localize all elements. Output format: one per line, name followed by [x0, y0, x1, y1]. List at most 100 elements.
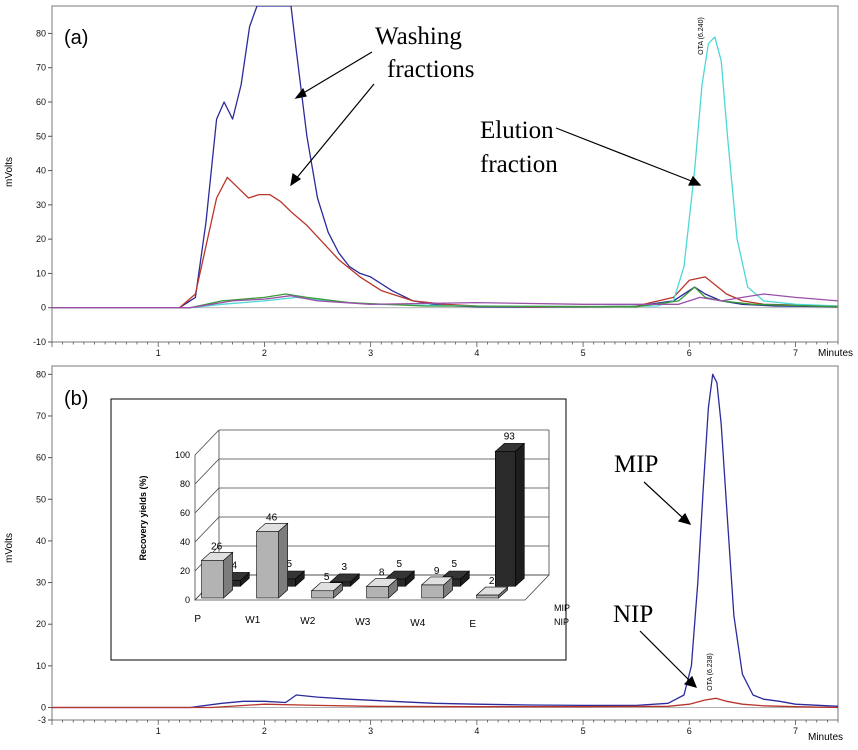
panel-a-traces	[52, 6, 838, 309]
a-ytick-label-2: 10	[36, 268, 46, 278]
annotation-mip: MIP	[614, 451, 658, 478]
a-xtick-label-4: 5	[581, 348, 586, 358]
b-ytick-label-9: 80	[36, 369, 46, 379]
inset-bars: 4 5 3 5 5 93 26 P 46 W1 5 W2 8 W3 9 W4 2 E	[194, 431, 526, 630]
a-ytick-label-0: -10	[33, 337, 46, 347]
b-series-0	[52, 373, 838, 709]
inset-walls: 0 20 40 60 80 100	[175, 429, 550, 605]
inset-bar-nip-2	[310, 582, 344, 599]
arrow-washing-red	[294, 83, 375, 181]
a-ytick-label-6: 50	[36, 131, 46, 141]
panel-a-xlabel: Minutes	[818, 348, 853, 359]
a-ytick-label-7: 60	[36, 97, 46, 107]
arrow-elution	[555, 127, 695, 183]
a-ytick-label-3: 20	[36, 234, 46, 244]
inset-bar-mip-5	[494, 442, 526, 587]
b-ytick-label-5: 40	[36, 536, 46, 546]
inset-grid-side-4	[194, 458, 220, 485]
inset-value-nip-3: 8	[379, 567, 385, 578]
inset-grid-side-2	[194, 516, 220, 543]
arrow-washing-blue	[299, 51, 373, 96]
inset-value-mip-5: 93	[504, 431, 516, 442]
inset-value-nip-1: 46	[266, 512, 278, 523]
panel-b-peak-label: OTA (6.238)	[707, 653, 714, 691]
inset-legend-mip: MIP	[554, 603, 570, 613]
inset-legend-nip: NIP	[554, 617, 569, 627]
a-xtick-label-2: 3	[368, 348, 373, 358]
b-series-1	[52, 697, 838, 709]
inset-bar-nip-5	[475, 586, 509, 599]
inset-grid-side-5	[194, 429, 220, 456]
inset-bar-chart: 0 20 40 60 80 100 4 5 3 5 5 93 26 P 46 W1 5 W2 8 W3 9 W4 2 E R…	[110, 398, 570, 661]
inset-ylabel: Recovery yields (%)	[138, 475, 148, 560]
a-series-0	[52, 6, 838, 309]
b-xtick-label-0: 1	[156, 726, 161, 736]
a-series-4	[52, 293, 838, 309]
inset-value-mip-0: 4	[232, 560, 238, 571]
inset-ytick-label-1: 20	[180, 566, 190, 576]
a-xtick-label-1: 2	[262, 348, 267, 358]
inset-bar-nip-4	[420, 576, 454, 599]
inset-category-5: E	[469, 619, 476, 630]
inset-ytick-label-2: 40	[180, 537, 190, 547]
panel-a-ylabel: mVolts	[4, 157, 15, 187]
b-xtick-label-6: 7	[793, 726, 798, 736]
a-ytick-label-4: 30	[36, 200, 46, 210]
inset-value-nip-4: 9	[434, 566, 440, 577]
inset-value-mip-3: 5	[397, 559, 403, 570]
arrowhead-washing-blue	[294, 87, 307, 99]
arrowhead-nip	[683, 675, 698, 688]
b-ytick-label-4: 30	[36, 578, 46, 588]
panel-a-arrows	[290, 51, 702, 187]
inset-value-mip-4: 5	[452, 559, 458, 570]
b-xtick-label-4: 5	[581, 726, 586, 736]
inset-ytick-label-4: 80	[180, 479, 190, 489]
annotation-fraction: fraction	[480, 151, 558, 178]
inset-value-nip-0: 26	[211, 541, 223, 552]
panel-b-xlabel: Minutes	[808, 732, 843, 743]
panel-a-label: (a)	[64, 27, 88, 49]
inset-ytick-label-3: 60	[180, 508, 190, 518]
b-xtick-label-2: 3	[368, 726, 373, 736]
inset-category-2: W2	[300, 616, 315, 627]
b-ytick-label-7: 60	[36, 453, 46, 463]
arrowhead-washing-red	[290, 172, 302, 187]
a-ytick-label-9: 80	[36, 28, 46, 38]
b-ytick-label-2: 10	[36, 661, 46, 671]
arrowhead-elution	[688, 175, 702, 186]
inset-grid-side-3	[194, 487, 220, 514]
inset-value-mip-2: 3	[342, 562, 348, 573]
panel-b-traces	[52, 373, 838, 709]
panel-a-peak-label: OTA (6.240)	[698, 17, 705, 55]
a-xtick-label-6: 7	[793, 348, 798, 358]
b-ytick-label-6: 50	[36, 494, 46, 504]
panel-b-label: (b)	[64, 388, 88, 410]
arrow-mip	[643, 481, 685, 520]
panel-b-ylabel: mVolts	[4, 533, 15, 563]
panel-a: -10 0 10 20 30 40 50 60 70 80 1 2 3 4 5 6 7 (a) mVolts M…	[4, 5, 853, 359]
arrowhead-mip	[677, 512, 692, 525]
inset-category-4: W4	[410, 618, 425, 629]
b-xtick-label-1: 2	[262, 726, 267, 736]
annotation-fractions: fractions	[387, 56, 474, 83]
a-ytick-label-1: 0	[41, 303, 46, 313]
inset-category-1: W1	[245, 615, 260, 626]
a-ytick-label-5: 40	[36, 166, 46, 176]
b-ytick-label-8: 70	[36, 411, 46, 421]
panel-a-axes: -10 0 10 20 30 40 50 60 70 80 1 2 3 4 5 6 7	[33, 28, 839, 358]
inset-bar-nip-1	[255, 522, 289, 599]
a-series-1	[52, 176, 838, 309]
a-xtick-label-0: 1	[156, 348, 161, 358]
a-ytick-label-8: 70	[36, 63, 46, 73]
inset-category-0: P	[194, 614, 201, 625]
inset-value-nip-5: 2	[489, 576, 495, 587]
inset-value-nip-2: 5	[324, 572, 330, 583]
b-xtick-label-5: 6	[687, 726, 692, 736]
annotation-elution: Elution	[480, 117, 554, 144]
inset-category-3: W3	[355, 617, 370, 628]
b-ytick-label-0: -3	[38, 715, 46, 725]
panel-b-arrows	[639, 481, 698, 688]
